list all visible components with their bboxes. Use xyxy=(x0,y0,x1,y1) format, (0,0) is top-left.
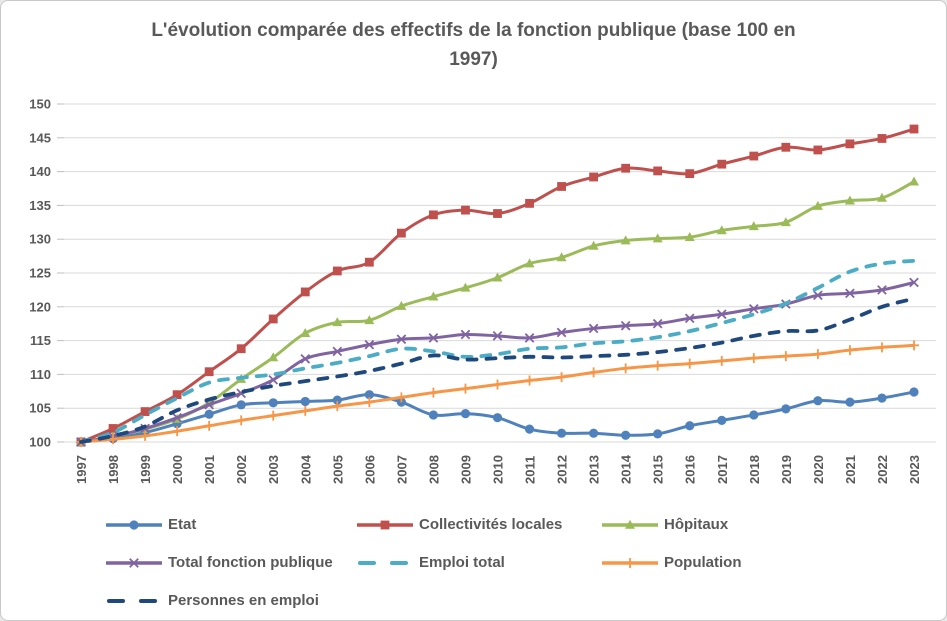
y-tick-label: 115 xyxy=(30,333,51,348)
x-tick-label: 2019 xyxy=(779,455,794,484)
y-tick-label: 110 xyxy=(30,367,51,382)
x-tick-label: 2018 xyxy=(747,455,762,484)
x-tick-label: 1999 xyxy=(138,455,153,484)
x-tick-label: 2010 xyxy=(491,455,506,484)
series-line-1 xyxy=(80,127,915,444)
x-tick-label: 2012 xyxy=(555,455,570,484)
x-tick-label: 1998 xyxy=(106,455,121,484)
series-line-4 xyxy=(79,258,916,444)
x-tick-label: 2015 xyxy=(651,455,666,484)
x-tick-label: 2023 xyxy=(907,455,922,484)
x-tick-label: 2020 xyxy=(811,455,826,484)
x-tick-label: 2008 xyxy=(426,455,441,484)
x-tick-label: 2000 xyxy=(170,455,185,484)
x-tick-label: 2003 xyxy=(266,455,281,484)
y-tick-label: 105 xyxy=(29,401,51,416)
x-tick-label: 2005 xyxy=(330,455,345,484)
x-tick-label: 2021 xyxy=(843,455,858,484)
x-tick-label: 2007 xyxy=(394,455,409,484)
series-markers-5 xyxy=(76,340,919,447)
series-line-2 xyxy=(80,180,915,444)
x-tick-label: 2009 xyxy=(458,455,473,484)
series-markers-1 xyxy=(76,124,919,447)
x-tick-label: 2001 xyxy=(202,455,217,484)
x-tick-label: 1997 xyxy=(74,455,89,484)
y-tick-label: 120 xyxy=(29,299,51,314)
x-tick-label: 2002 xyxy=(234,455,249,484)
y-tick-label: 100 xyxy=(29,435,51,450)
y-tick-label: 125 xyxy=(29,266,51,281)
x-tick-label: 2006 xyxy=(362,455,377,484)
series-line-5 xyxy=(80,343,915,444)
x-tick-label: 2013 xyxy=(587,455,602,484)
x-tick-label: 2017 xyxy=(715,455,730,484)
x-tick-label: 2022 xyxy=(875,455,890,484)
x-tick-label: 2016 xyxy=(683,455,698,484)
y-tick-label: 135 xyxy=(29,198,51,213)
y-tick-label: 130 xyxy=(29,232,51,247)
x-tick-label: 2011 xyxy=(523,456,538,484)
x-tick-label: 2014 xyxy=(619,454,634,484)
chart-title: L'évolution comparée des effectifs de la… xyxy=(151,20,796,71)
y-tick-label: 150 xyxy=(29,97,51,112)
y-tick-label: 140 xyxy=(29,164,51,179)
x-tick-label: 2004 xyxy=(298,454,313,484)
series-line-6 xyxy=(79,296,916,444)
y-tick-label: 145 xyxy=(29,130,51,145)
